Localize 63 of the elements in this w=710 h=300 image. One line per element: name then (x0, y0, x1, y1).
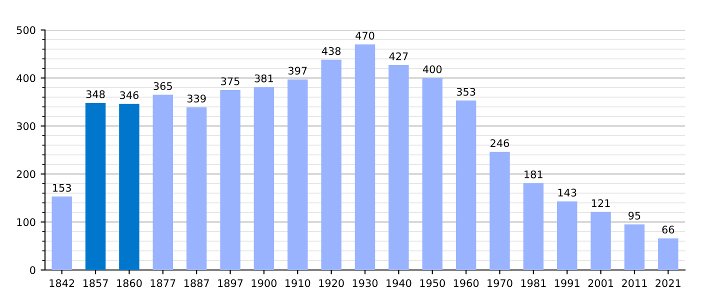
x-tick-label: 2011 (622, 279, 647, 288)
data-label: 470 (356, 32, 374, 40)
bar (288, 79, 308, 270)
data-label: 121 (592, 199, 610, 207)
data-label: 400 (422, 65, 442, 74)
x-tick-label: 2001 (588, 279, 614, 288)
y-tick-label: 400 (16, 74, 36, 82)
data-label: 438 (322, 47, 341, 55)
y-tick-label: 200 (16, 170, 36, 178)
x-tick-label: 1860 (117, 279, 142, 288)
x-tick-label: 1842 (50, 279, 74, 288)
x-tick-label: 1897 (218, 279, 243, 288)
data-label: 427 (389, 52, 408, 60)
x-tick-label: 1960 (454, 279, 479, 288)
data-label: 153 (53, 184, 71, 192)
x-tick-label: 1920 (319, 279, 344, 288)
bar (85, 102, 106, 270)
y-tick-label: 0 (30, 266, 36, 274)
x-tick-label: 1991 (554, 279, 580, 288)
bar (254, 87, 274, 270)
data-label: 246 (490, 139, 510, 148)
x-tick-label: 1910 (286, 279, 310, 288)
bar (220, 90, 240, 270)
data-label: 346 (120, 91, 138, 100)
bar (52, 196, 72, 270)
x-tick-label: 1900 (252, 279, 277, 288)
bar (456, 100, 476, 270)
x-tick-label: 1970 (488, 279, 512, 288)
bar (388, 65, 409, 270)
data-label: 66 (662, 226, 674, 234)
data-label: 381 (254, 74, 273, 82)
x-tick-label: 1930 (352, 279, 378, 288)
bar (490, 152, 510, 270)
data-label: 397 (288, 66, 307, 75)
data-label: 353 (456, 88, 476, 96)
y-tick-label: 300 (16, 122, 36, 130)
bar (186, 107, 207, 270)
bar (557, 201, 578, 270)
bar (354, 44, 376, 270)
y-tick-label: 500 (16, 26, 36, 34)
data-label: 95 (628, 212, 640, 220)
data-label: 339 (187, 94, 206, 102)
x-tick-label: 2021 (656, 279, 680, 288)
bar (624, 224, 645, 270)
bar (658, 238, 678, 270)
y-tick-label: 100 (17, 218, 36, 226)
data-label: 348 (86, 90, 105, 98)
x-tick-label: 1877 (150, 279, 176, 288)
x-tick-label: 1887 (184, 279, 209, 288)
bar (422, 78, 442, 270)
x-tick-label: 1940 (386, 279, 412, 288)
bar (523, 183, 544, 270)
bar (590, 212, 611, 270)
x-tick-label: 1981 (521, 279, 546, 288)
bar (321, 60, 342, 270)
data-label: 143 (558, 188, 576, 197)
bar (152, 94, 173, 270)
data-label: 365 (154, 82, 172, 90)
x-tick-label: 1857 (83, 279, 108, 288)
x-tick-label: 1950 (420, 279, 445, 288)
data-label: 181 (524, 170, 542, 178)
data-label: 375 (221, 77, 240, 86)
bar (119, 104, 140, 270)
